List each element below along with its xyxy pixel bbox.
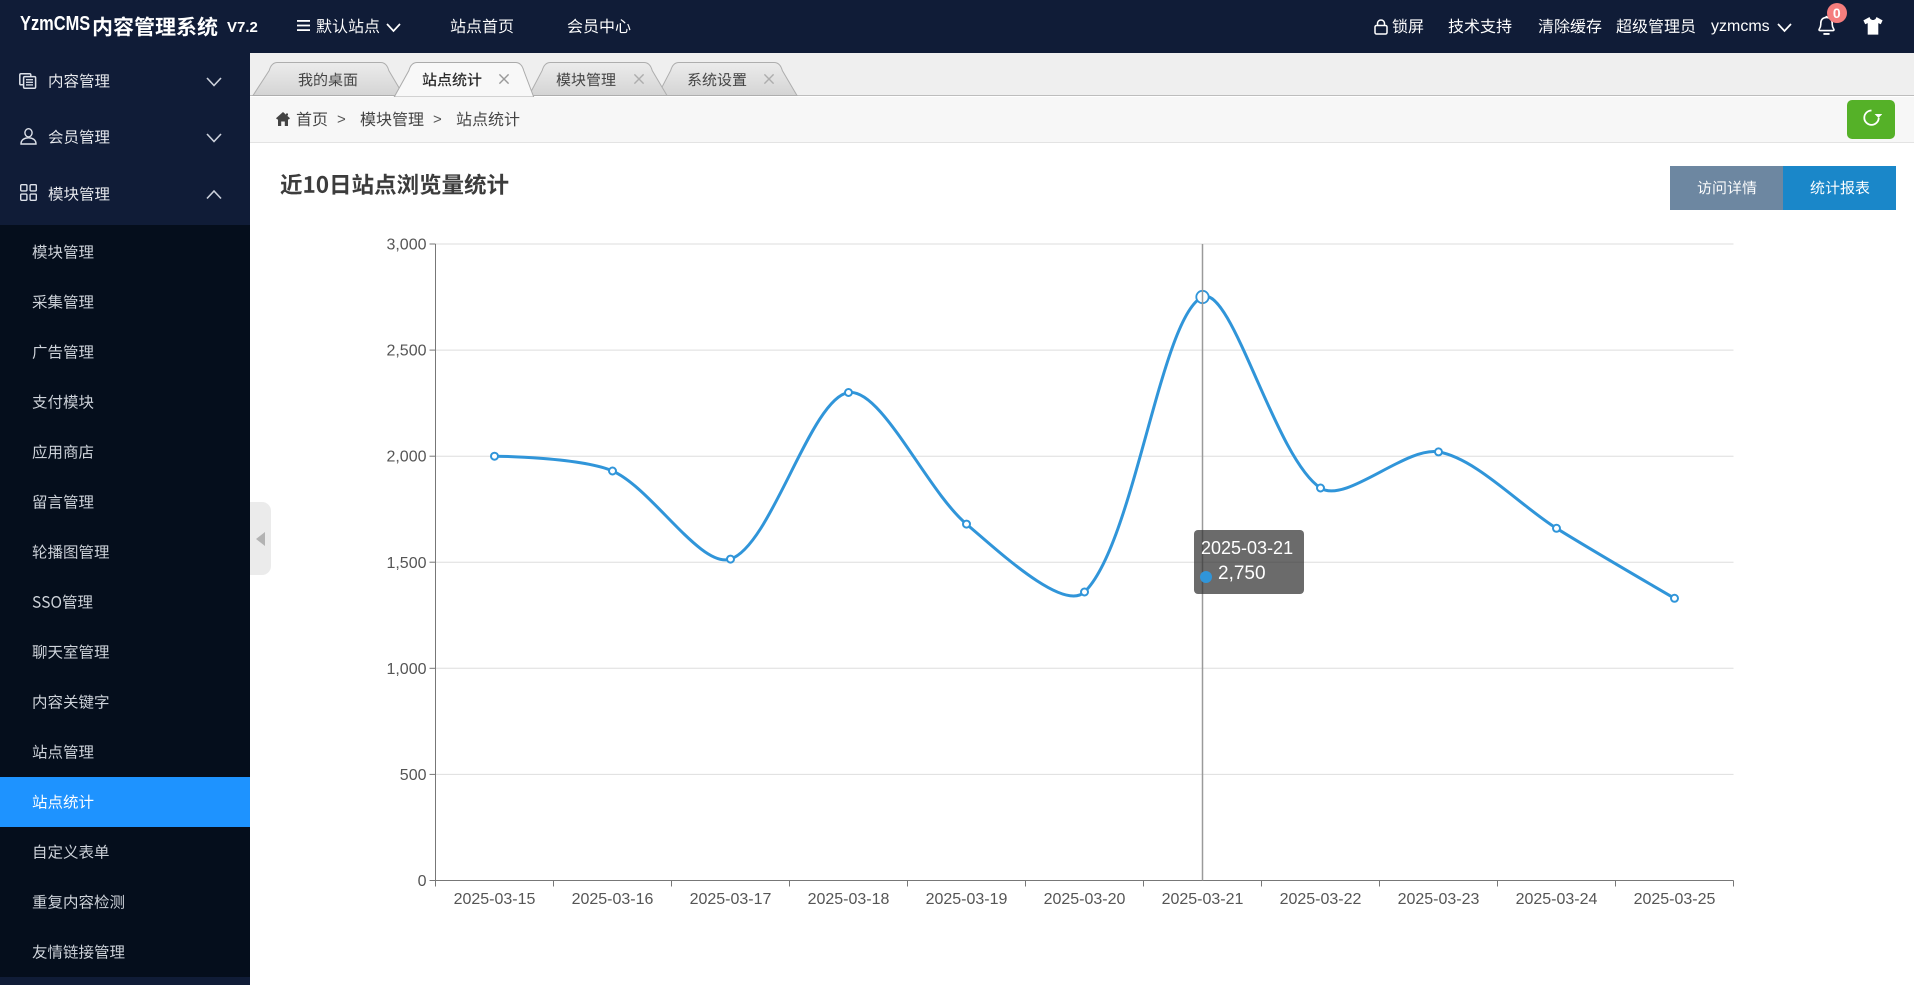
svg-text:2025-03-24: 2025-03-24 [1516,891,1598,908]
svg-text:2025-03-22: 2025-03-22 [1280,891,1362,908]
svg-text:2025-03-16: 2025-03-16 [572,891,654,908]
svg-text:1,500: 1,500 [386,555,426,572]
svg-text:2025-03-21: 2025-03-21 [1162,891,1244,908]
svg-text:2025-03-20: 2025-03-20 [1044,891,1126,908]
svg-text:0: 0 [418,873,427,890]
svg-text:2025-03-15: 2025-03-15 [454,891,536,908]
svg-text:2,500: 2,500 [386,343,426,360]
svg-text:1,000: 1,000 [386,661,426,678]
svg-text:500: 500 [400,767,427,784]
svg-text:3,000: 3,000 [386,237,426,254]
svg-text:2025-03-23: 2025-03-23 [1398,891,1480,908]
svg-text:2,000: 2,000 [386,449,426,466]
svg-text:2025-03-19: 2025-03-19 [926,891,1008,908]
svg-text:2025-03-25: 2025-03-25 [1634,891,1716,908]
svg-text:2025-03-18: 2025-03-18 [808,891,890,908]
svg-text:2025-03-17: 2025-03-17 [690,891,772,908]
